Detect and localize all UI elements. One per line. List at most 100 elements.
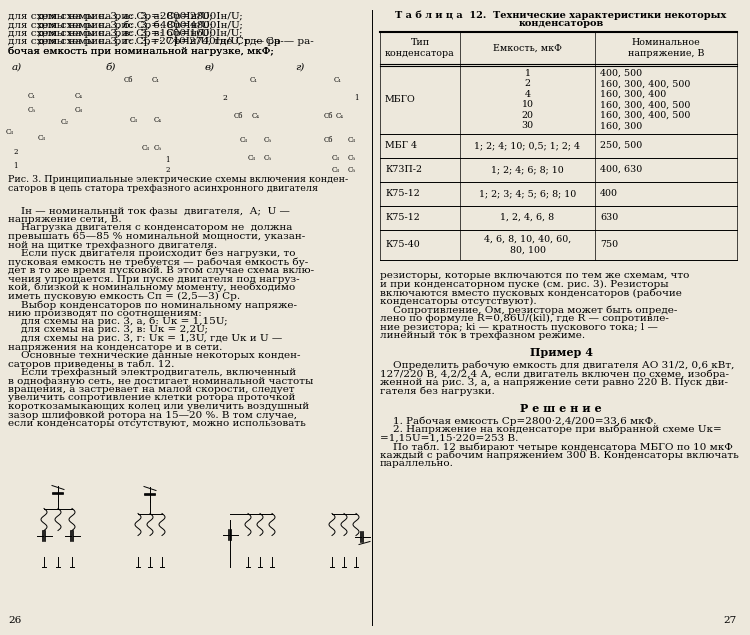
Text: Если пуск двигателя происходит без нагрузки, то: Если пуск двигателя происходит без нагру… xyxy=(8,249,296,258)
Text: короткозамыкающих колец или увеличить воздушный: короткозамыкающих колец или увеличить во… xyxy=(8,402,309,411)
Text: саторов в цепь статора трехфазного асинхронного двигателя: саторов в цепь статора трехфазного асинх… xyxy=(8,184,318,193)
Text: Cб: Cб xyxy=(234,112,244,119)
Text: Cб: Cб xyxy=(124,76,134,84)
Text: 1; 2; 4; 10; 0,5; 1; 2; 4: 1; 2; 4; 10; 0,5; 1; 2; 4 xyxy=(475,141,580,150)
Text: Р е ш е н и е: Р е ш е н и е xyxy=(520,403,602,414)
Text: для схемы на рис. 3, в: Uк = 2,2U;: для схемы на рис. 3, в: Uк = 2,2U; xyxy=(8,326,208,335)
Text: C₃: C₃ xyxy=(142,145,150,152)
Text: бочая емкость при номинальной нагрузке, мкФ;: бочая емкость при номинальной нагрузке, … xyxy=(8,46,274,55)
Text: C₁: C₁ xyxy=(250,76,258,84)
Text: для схемы на рис. 3, а, б: Uк = 1,15U;: для схемы на рис. 3, а, б: Uк = 1,15U; xyxy=(8,317,228,326)
Text: C₄: C₄ xyxy=(336,112,344,119)
Text: зазор шлифовкой ротора на 15—20 %. В том случае,: зазор шлифовкой ротора на 15—20 %. В том… xyxy=(8,410,297,420)
Text: нию производят по соотношениям:: нию производят по соотношениям: xyxy=(8,309,202,318)
Text: Номинальное
напряжение, В: Номинальное напряжение, В xyxy=(628,38,704,58)
Text: 2: 2 xyxy=(13,149,17,156)
Text: напряжения на конденсаторе и в сети.: напряжения на конденсаторе и в сети. xyxy=(8,342,222,352)
Text: для схемы на рис. 3, г: Uк = 1,3U, где Uк и U —: для схемы на рис. 3, г: Uк = 1,3U, где U… xyxy=(8,334,282,343)
Text: а): а) xyxy=(12,62,22,72)
Text: для схемы на рис. 3, а: Ср=2800Iн/U;: для схемы на рис. 3, а: Ср=2800Iн/U; xyxy=(8,12,213,21)
Text: 160, 300, 400, 500: 160, 300, 400, 500 xyxy=(600,100,690,109)
Text: б): б) xyxy=(105,62,116,72)
Text: иметь пусковую емкость Сп = (2,5—3) Ср.: иметь пусковую емкость Сп = (2,5—3) Ср. xyxy=(8,291,240,300)
Text: Т а б л и ц а  12.  Технические характеристики некоторых: Т а б л и ц а 12. Технические характерис… xyxy=(395,10,727,20)
Text: Емкость, мкФ: Емкость, мкФ xyxy=(493,44,562,53)
Text: К75-12: К75-12 xyxy=(385,213,420,222)
Text: 2. Напряжение на конденсаторе при выбранной схеме Uк=: 2. Напряжение на конденсаторе при выбран… xyxy=(380,425,722,434)
Text: для схемы на рис. 3, б: Ср=4800Iн/U;: для схемы на рис. 3, б: Ср=4800Iн/U; xyxy=(8,20,213,30)
Text: гателя без нагрузки.: гателя без нагрузки. xyxy=(380,387,495,396)
Text: 400, 500: 400, 500 xyxy=(600,69,642,77)
Text: саторов приведены в табл. 12.: саторов приведены в табл. 12. xyxy=(8,359,174,369)
Text: МБГ 4: МБГ 4 xyxy=(385,141,417,150)
Text: C₃: C₃ xyxy=(130,116,138,124)
Text: =1,15U=1,15·220=253 В.: =1,15U=1,15·220=253 В. xyxy=(380,434,518,443)
Text: 20: 20 xyxy=(521,110,533,120)
Text: для схемы на рис. 3, а: Ср=2800Iн/U;: для схемы на рис. 3, а: Ср=2800Iн/U; xyxy=(38,12,243,21)
Text: и при конденсаторном пуске (см. рис. 3). Резисторы: и при конденсаторном пуске (см. рис. 3).… xyxy=(380,280,669,289)
Text: чения упрощается. При пуске двигателя под нагруз-: чения упрощается. При пуске двигателя по… xyxy=(8,274,299,283)
Text: г): г) xyxy=(295,62,304,72)
Text: 4, 6, 8, 10, 40, 60,: 4, 6, 8, 10, 40, 60, xyxy=(484,235,572,244)
Text: дет в то же время пусковой. В этом случае схема вклю-: дет в то же время пусковой. В этом случа… xyxy=(8,266,314,275)
Text: 1: 1 xyxy=(524,69,530,77)
Text: включаются вместо пусковых конденсаторов (рабочие: включаются вместо пусковых конденсаторов… xyxy=(380,288,682,298)
Text: 160, 300, 400: 160, 300, 400 xyxy=(600,90,666,99)
Text: резисторы, которые включаются по тем же схемам, что: резисторы, которые включаются по тем же … xyxy=(380,272,689,281)
Text: Выбор конденсаторов по номинальному напряже-: Выбор конденсаторов по номинальному напр… xyxy=(8,300,297,309)
Text: 400, 630: 400, 630 xyxy=(600,165,642,174)
Text: C₅: C₅ xyxy=(264,137,272,145)
Text: превышать 65—85 % номинальной мощности, указан-: превышать 65—85 % номинальной мощности, … xyxy=(8,232,305,241)
Text: C₄: C₄ xyxy=(252,112,260,119)
Text: 1: 1 xyxy=(354,93,358,102)
Text: Если трехфазный электродвигатель, включенный: Если трехфазный электродвигатель, включе… xyxy=(8,368,296,377)
Text: для схемы на рис. 3, б: Ср=4800Iн/U;: для схемы на рис. 3, б: Ср=4800Iн/U; xyxy=(38,20,243,30)
Text: каждый с рабочим напряжением 300 В. Конденсаторы включать: каждый с рабочим напряжением 300 В. Конд… xyxy=(380,450,739,460)
Text: линейный ток в трехфазном режиме.: линейный ток в трехфазном режиме. xyxy=(380,331,585,340)
Text: 160, 300, 400, 500: 160, 300, 400, 500 xyxy=(600,79,690,88)
Text: C₁: C₁ xyxy=(334,76,342,84)
Text: для схемы на рис. 3, в: Ср=1600Iн/U;: для схемы на рис. 3, в: Ср=1600Iн/U; xyxy=(38,29,242,38)
Text: МБГО: МБГО xyxy=(385,95,416,104)
Text: параллельно.: параллельно. xyxy=(380,459,454,468)
Text: увеличить сопротивление клетки ротора проточкой: увеличить сопротивление клетки ротора пр… xyxy=(8,394,296,403)
Text: 2: 2 xyxy=(222,95,226,102)
Text: 250, 500: 250, 500 xyxy=(600,141,642,150)
Text: Cб: Cб xyxy=(324,137,334,145)
Text: для схемы на рис. 3, г: Ср=2740Iн/U, где Ср — ра-: для схемы на рис. 3, г: Ср=2740Iн/U, где… xyxy=(8,37,284,46)
Text: 1. Рабочая емкость Ср=2800·2,4/200=33,6 мкФ.: 1. Рабочая емкость Ср=2800·2,4/200=33,6 … xyxy=(380,417,656,426)
Text: женной на рис. 3, а, а напряжение сети равно 220 В. Пуск дви-: женной на рис. 3, а, а напряжение сети р… xyxy=(380,378,728,387)
Text: C₃: C₃ xyxy=(6,128,14,137)
Text: если конденсаторы отсутствуют, можно использовать: если конденсаторы отсутствуют, можно исп… xyxy=(8,419,306,428)
Text: 26: 26 xyxy=(8,616,21,625)
Text: C₃: C₃ xyxy=(348,137,356,145)
Text: Сопротивление, Ом, резистора может быть опреде-: Сопротивление, Ом, резистора может быть … xyxy=(380,305,677,315)
Text: Рис. 3. Принципиальные электрические схемы включения конден-: Рис. 3. Принципиальные электрические схе… xyxy=(8,175,348,185)
Text: C₅: C₅ xyxy=(28,107,36,114)
Text: По табл. 12 выбирают четыре конденсатора МБГО по 10 мкФ: По табл. 12 выбирают четыре конденсатора… xyxy=(380,442,733,451)
Text: лено по формуле R=0,86U/(kil), где R — сопротивле-: лено по формуле R=0,86U/(kil), где R — с… xyxy=(380,314,669,323)
Text: конденсаторы отсутствуют).: конденсаторы отсутствуют). xyxy=(380,297,537,306)
Text: C₃: C₃ xyxy=(38,135,46,142)
Text: Нагрузка двигателя с конденсатором не  должна: Нагрузка двигателя с конденсатором не до… xyxy=(8,224,292,232)
Text: 160, 300: 160, 300 xyxy=(600,121,642,130)
Text: C₈: C₈ xyxy=(75,107,83,114)
Text: 2: 2 xyxy=(165,166,170,175)
Text: 160, 300, 400, 500: 160, 300, 400, 500 xyxy=(600,110,690,120)
Text: C₅: C₅ xyxy=(154,145,162,152)
Text: C₃: C₃ xyxy=(332,154,340,161)
Text: 400: 400 xyxy=(600,189,618,198)
Text: 1: 1 xyxy=(13,161,17,170)
Text: конденсаторов: конденсаторов xyxy=(518,18,604,27)
Text: для схемы на рис. 3, г: Ср=2740Iн/U, где Ср — ра-: для схемы на рис. 3, г: Ср=2740Iн/U, где… xyxy=(38,37,314,46)
Text: 1, 2, 4, 6, 8: 1, 2, 4, 6, 8 xyxy=(500,213,554,222)
Text: C₃: C₃ xyxy=(240,137,248,145)
Text: Основные технические данные некоторых конден-: Основные технические данные некоторых ко… xyxy=(8,351,301,360)
Text: в однофазную сеть, не достигает номинальной частоты: в однофазную сеть, не достигает номиналь… xyxy=(8,377,314,385)
Text: 4: 4 xyxy=(524,90,530,99)
Text: напряжение сети, В.: напряжение сети, В. xyxy=(8,215,122,224)
Text: кой, близкой к номинальному моменту, необходимо: кой, близкой к номинальному моменту, нео… xyxy=(8,283,296,293)
Text: 630: 630 xyxy=(600,213,618,222)
Text: C₅: C₅ xyxy=(348,154,356,161)
Text: 27: 27 xyxy=(724,616,737,625)
